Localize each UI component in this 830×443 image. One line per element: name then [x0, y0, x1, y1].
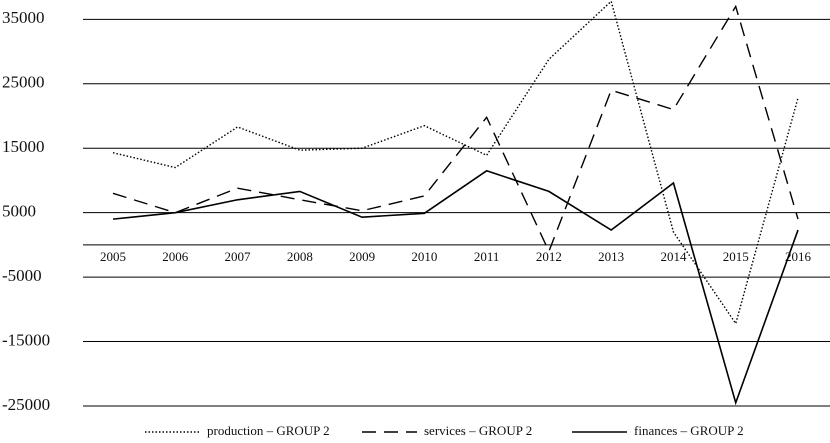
x-tick-label: 2006 [162, 249, 189, 264]
x-tick-label: 2007 [225, 249, 252, 264]
y-tick-label: 25000 [2, 73, 45, 92]
legend-label: services – GROUP 2 [424, 423, 532, 438]
y-tick-label: -15000 [2, 330, 50, 349]
series-line [112, 0, 799, 326]
legend-label: finances – GROUP 2 [634, 423, 744, 438]
y-tick-label: -5000 [2, 266, 42, 285]
x-tick-label: 2011 [474, 249, 500, 264]
x-tick-label: 2015 [723, 249, 749, 264]
series-line [112, 4, 799, 254]
x-tick-label: 2010 [411, 249, 437, 264]
y-tick-label: 15000 [2, 137, 45, 156]
x-tick-label: 2014 [660, 249, 687, 264]
x-tick-label: 2013 [598, 249, 624, 264]
y-tick-label: 5000 [2, 202, 36, 221]
x-tick-label: 2009 [349, 249, 375, 264]
x-tick-label: 2012 [536, 249, 562, 264]
y-tick-label: -25000 [2, 395, 50, 414]
x-tick-label: 2005 [100, 249, 126, 264]
x-tick-label: 2008 [287, 249, 313, 264]
x-tick-label: 2016 [785, 249, 812, 264]
series-line [112, 169, 799, 406]
y-tick-label: 35000 [2, 8, 45, 27]
legend-label: production – GROUP 2 [207, 423, 330, 438]
